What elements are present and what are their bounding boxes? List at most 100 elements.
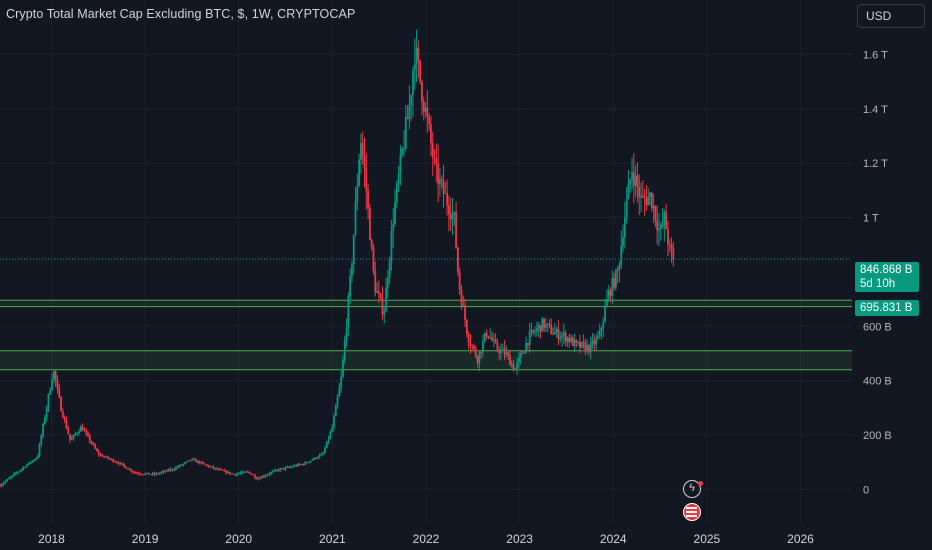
candle-body [56,380,59,388]
candle-body [26,464,28,468]
candle-body [647,196,650,206]
candle-body [530,329,533,332]
candle-body [167,469,170,471]
candle-body [571,337,574,347]
candle-body [345,327,348,341]
candle-body [209,466,211,468]
candle-body [17,471,19,473]
candle-body [421,81,423,103]
candle-body [83,430,86,432]
candle-body [399,154,402,175]
candle-body [602,321,605,328]
candle-body [539,325,542,332]
bar-countdown: 5d 10h [860,278,896,290]
candle-body [327,438,330,442]
candle-body [15,472,18,474]
candle-body [85,430,88,434]
candle-body [252,474,255,476]
candle-body [254,475,256,478]
candle-body [270,472,273,474]
candle-body [234,474,237,476]
candle-body [613,278,615,288]
candle-body [236,473,238,476]
candle-body [126,468,129,470]
candle-body [525,343,528,353]
candle-body [338,386,341,397]
candle-body [614,269,617,288]
candle-body [230,473,233,475]
candle-body [336,396,339,406]
candle-body [201,462,204,464]
candle-body [72,434,75,439]
candle-body [4,481,7,483]
candle-body [65,419,68,429]
price-axis[interactable]: 0 200 B 400 B 600 B 1 T 1.2 T 1.4 T 1.6 T [863,49,892,496]
candle-body [645,198,648,206]
flag-icon[interactable] [683,503,701,521]
candle-body [22,467,25,470]
candle-body [392,224,395,231]
candle-body [131,471,134,473]
candle-body [268,473,271,475]
candle-body [516,362,519,369]
candle-body [546,323,549,325]
candle-body [54,371,57,381]
candle-body [282,468,285,470]
candle-body [478,351,481,364]
candle-body [577,341,580,343]
candle-body [144,473,147,475]
candle-body [241,471,244,473]
candle-body [122,464,125,466]
candle-body [417,47,420,60]
candle-body [591,340,594,343]
time-axis[interactable]: 2018 2019 2020 2021 2022 2023 2024 2025 2026 [38,532,814,546]
candle-body [510,364,513,366]
candle-body [620,245,623,265]
candle-body [295,465,298,467]
x-tick-label: 2026 [787,532,814,546]
candle-body [248,471,251,474]
candle-body [8,478,10,480]
candle-body [372,247,375,272]
candle-body [51,380,53,390]
last-price-value: 846.868 B [860,264,913,276]
notification-dot [698,481,703,486]
candle-body [555,328,558,332]
candle-body [584,343,587,351]
candle-body [492,339,495,341]
candle-body [604,307,607,322]
candle-body [52,371,55,381]
candle-body [631,172,633,180]
candle-body [63,417,66,420]
currency-select[interactable]: USD [857,4,925,28]
candle-body [92,443,95,445]
candle-body [173,469,176,471]
candle-body [228,471,231,474]
x-tick-label: 2021 [319,532,346,546]
candle-body [451,212,454,220]
candle-body [291,466,294,468]
lightning-icon[interactable]: ϟ [683,480,701,498]
candle-body [169,469,172,471]
candle-body [566,337,569,342]
chart-title: Crypto Total Market Cap Excluding BTC, $… [6,7,356,21]
candle-body [149,474,152,476]
candle-body [381,297,384,315]
candle-body [412,69,414,96]
candle-body [505,352,508,355]
candle-body [106,456,109,459]
last-price-tag: 846.868 B 5d 10h [855,262,919,292]
candle-body [618,264,621,271]
candle-body [74,433,77,435]
candle-body [435,158,438,164]
candle-body [379,293,382,298]
candle-body [643,196,646,199]
candle-body [667,228,669,245]
candle-body [139,473,141,475]
candle-body [482,340,484,353]
candle-body [166,469,168,472]
candle-body [649,192,651,197]
candle-body [137,473,140,475]
candle-body [76,433,79,435]
